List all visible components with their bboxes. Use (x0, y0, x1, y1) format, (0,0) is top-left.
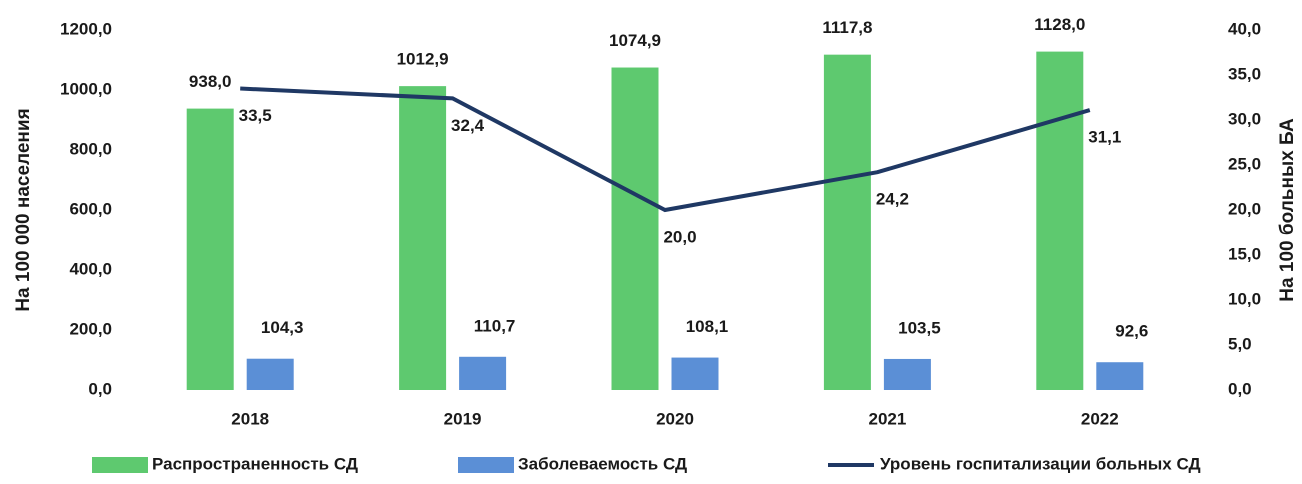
y2-tick-label: 20,0 (1228, 199, 1261, 218)
y2-axis-title: На 100 больных БА (1277, 118, 1298, 302)
y2-tick-label: 30,0 (1228, 109, 1261, 128)
x-tick-label: 2020 (656, 409, 694, 428)
data-label: 1128,0 (1034, 15, 1085, 34)
legend-swatch (92, 457, 148, 473)
legend-label: Распространенность СД (152, 454, 358, 473)
data-label: 20,0 (663, 227, 696, 246)
data-label: 31,1 (1088, 128, 1121, 147)
legend-label: Заболеваемость СД (518, 454, 687, 473)
bar (399, 86, 447, 390)
data-label: 103,5 (898, 318, 941, 337)
y2-tick-label: 0,0 (1228, 379, 1252, 398)
bar (459, 356, 507, 390)
y-tick-label: 1200,0 (60, 19, 112, 38)
y2-tick-label: 10,0 (1228, 289, 1261, 308)
data-label: 1117,8 (822, 18, 872, 37)
y2-tick-label: 15,0 (1228, 244, 1261, 263)
y2-tick-label: 5,0 (1228, 334, 1252, 353)
data-label: 32,4 (451, 116, 485, 135)
data-label: 1012,9 (397, 50, 449, 69)
data-label: 1074,9 (609, 31, 661, 50)
data-label: 938,0 (189, 72, 232, 91)
x-tick-label: 2021 (868, 409, 906, 428)
data-label: 108,1 (686, 317, 729, 336)
y2-tick-label: 40,0 (1228, 19, 1261, 38)
y-axis-title: На 100 000 населения (13, 108, 34, 311)
y-tick-label: 1000,0 (60, 79, 112, 98)
bar (186, 108, 234, 390)
data-label: 33,5 (239, 106, 272, 125)
line (240, 86, 1091, 213)
y-tick-label: 0,0 (88, 379, 112, 398)
x-tick-label: 2022 (1081, 409, 1119, 428)
y-tick-label: 600,0 (69, 199, 112, 218)
bar (246, 358, 294, 390)
data-label: 24,2 (876, 190, 909, 209)
data-label: 92,6 (1115, 322, 1148, 341)
data-label: 110,7 (474, 316, 516, 335)
data-label: 104,3 (261, 318, 304, 337)
y2-tick-label: 25,0 (1228, 154, 1261, 173)
bar (883, 358, 931, 390)
y-tick-label: 400,0 (69, 259, 112, 278)
legend-label: Уровень госпитализации больных СД (880, 454, 1201, 473)
y2-tick-label: 35,0 (1228, 64, 1261, 83)
y-tick-label: 800,0 (69, 139, 112, 158)
y-tick-label: 200,0 (69, 319, 112, 338)
bar (611, 67, 659, 390)
bar (1096, 362, 1144, 390)
x-tick-label: 2018 (231, 409, 269, 428)
legend-swatch (458, 457, 514, 473)
bar (1036, 51, 1084, 390)
bar (823, 54, 871, 390)
bar (671, 357, 719, 390)
x-tick-label: 2019 (444, 409, 482, 428)
